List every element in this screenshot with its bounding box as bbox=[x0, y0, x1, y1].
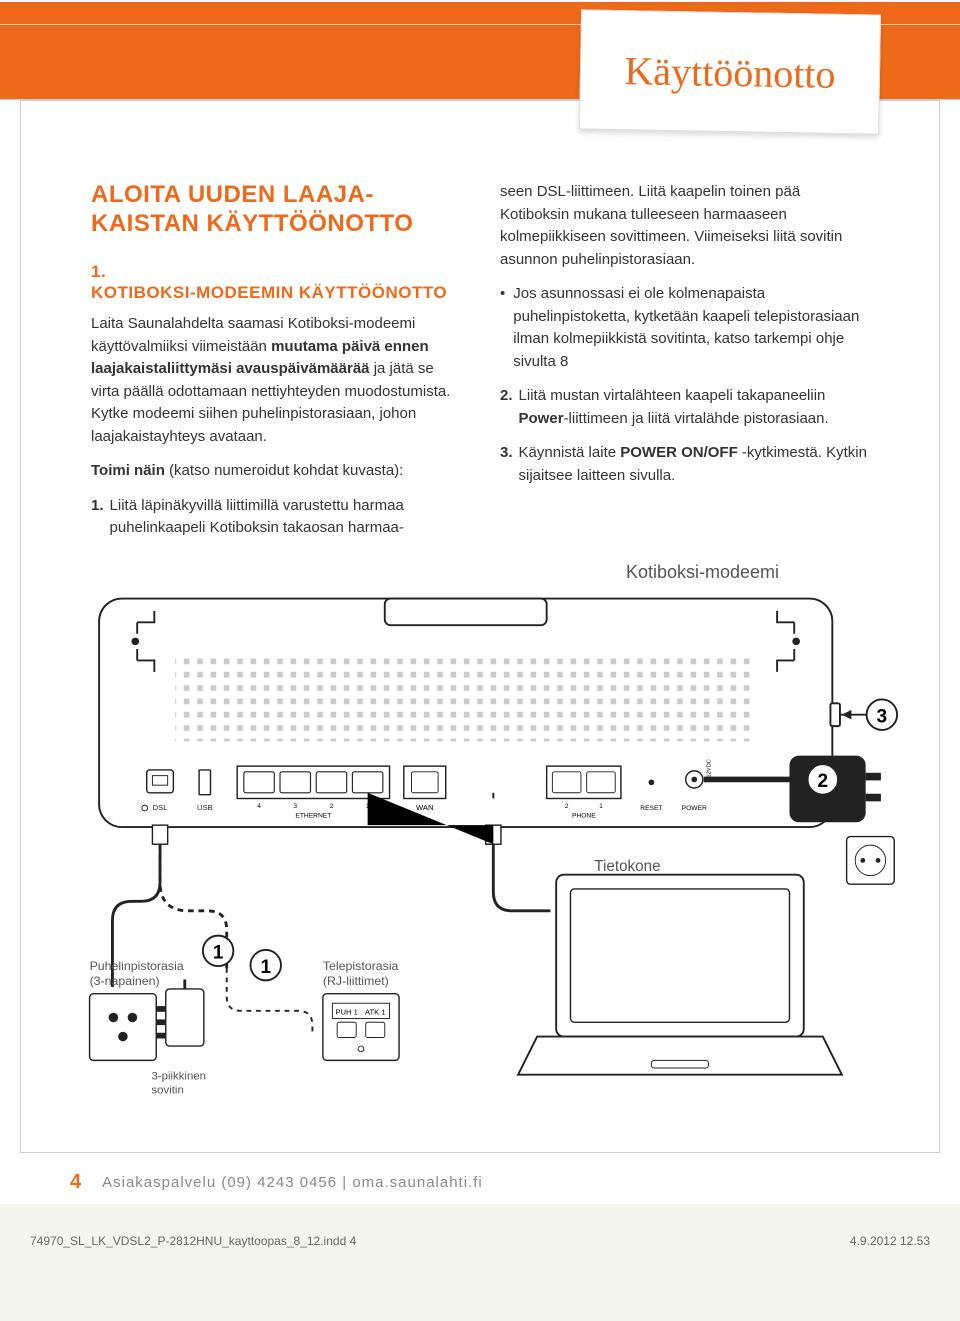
svg-text:ETHERNET: ETHERNET bbox=[295, 812, 331, 819]
meta-date: 4.9.2012 12.53 bbox=[850, 1234, 930, 1248]
svg-text:3-piikkinen: 3-piikkinen bbox=[151, 1070, 206, 1082]
svg-text:PUH 1: PUH 1 bbox=[335, 1007, 357, 1016]
page-footer: 4 Asiakaspalvelu (09) 4243 0456 | oma.sa… bbox=[0, 1153, 960, 1204]
svg-text:ATK 1: ATK 1 bbox=[365, 1007, 386, 1016]
svg-text:12VDC: 12VDC bbox=[706, 759, 712, 777]
section-1-heading: 1. KOTIBOKSI-MODEEMIN KÄYTTÖÖNOTTO bbox=[91, 261, 460, 304]
svg-text:RESET: RESET bbox=[640, 805, 662, 812]
svg-text:PHONE: PHONE bbox=[572, 812, 596, 819]
svg-text:WAN: WAN bbox=[416, 803, 433, 812]
print-meta: 74970_SL_LK_VDSL2_P-2812HNU_kayttoopas_8… bbox=[0, 1204, 960, 1268]
meta-file: 74970_SL_LK_VDSL2_P-2812HNU_kayttoopas_8… bbox=[30, 1234, 356, 1248]
step-1-continued: seen DSL-liittimeen. Liitä kaapelin toin… bbox=[500, 181, 869, 271]
svg-text:Puhelinpistorasia: Puhelinpistorasia bbox=[90, 958, 184, 972]
tietokone-label: Tietokone bbox=[594, 857, 660, 874]
svg-text:2: 2 bbox=[565, 803, 569, 810]
svg-text:4: 4 bbox=[257, 803, 261, 810]
svg-text:1: 1 bbox=[213, 942, 224, 963]
port-dsl: DSL bbox=[153, 803, 168, 812]
laptop-icon bbox=[518, 874, 842, 1074]
intro-paragraph: Laita Saunalahdelta saamasi Kotiboksi-mo… bbox=[91, 313, 460, 448]
step-1-partial: 1. Liitä läpinäkyvillä liittimillä varus… bbox=[91, 495, 460, 540]
svg-text:sovitin: sovitin bbox=[151, 1084, 183, 1096]
svg-text:2: 2 bbox=[330, 803, 334, 810]
svg-text:POWER: POWER bbox=[682, 805, 707, 812]
bullet-note: • Jos asunnossasi ei ole kolmenapaista p… bbox=[500, 283, 869, 373]
svg-text:1: 1 bbox=[260, 956, 271, 977]
page-title: ALOITA UUDEN LAAJA­KAISTAN KÄYTTÖÖNOTTO bbox=[91, 181, 460, 239]
svg-text:USB: USB bbox=[197, 803, 213, 812]
connection-diagram: DSL USB 4 3 2 1 ETHERNET bbox=[61, 589, 899, 1122]
page-number: 4 bbox=[70, 1171, 82, 1194]
section-title: KOTIBOKSI-MODEEMIN KÄYTTÖÖNOTTO bbox=[91, 282, 447, 303]
step-3: 3. Käynnistä laite POWER ON/OFF -kytkime… bbox=[500, 442, 869, 487]
header-tag: Käyttöönotto bbox=[579, 9, 881, 134]
footer-text: Asiakaspalvelu (09) 4243 0456 | oma.saun… bbox=[102, 1174, 483, 1191]
step-2: 2. Liitä mustan virtalähteen kaapeli tak… bbox=[500, 385, 869, 430]
svg-text:3: 3 bbox=[877, 706, 888, 727]
header-band: Käyttöönotto bbox=[0, 0, 960, 100]
svg-text:1: 1 bbox=[599, 803, 603, 810]
svg-text:Telepistorasia: Telepistorasia bbox=[323, 958, 399, 972]
svg-text:2: 2 bbox=[818, 771, 829, 792]
svg-text:3: 3 bbox=[293, 803, 297, 810]
section-number: 1. bbox=[91, 262, 106, 281]
header-tag-text: Käyttöönotto bbox=[624, 47, 836, 98]
svg-text:(3-napainen): (3-napainen) bbox=[90, 974, 160, 988]
toimi-nain: Toimi näin (katso numeroidut kohdat kuva… bbox=[91, 460, 460, 483]
modem-label: Kotiboksi-modeemi bbox=[91, 562, 779, 583]
svg-text:(RJ-liittimet): (RJ-liittimet) bbox=[323, 974, 389, 988]
